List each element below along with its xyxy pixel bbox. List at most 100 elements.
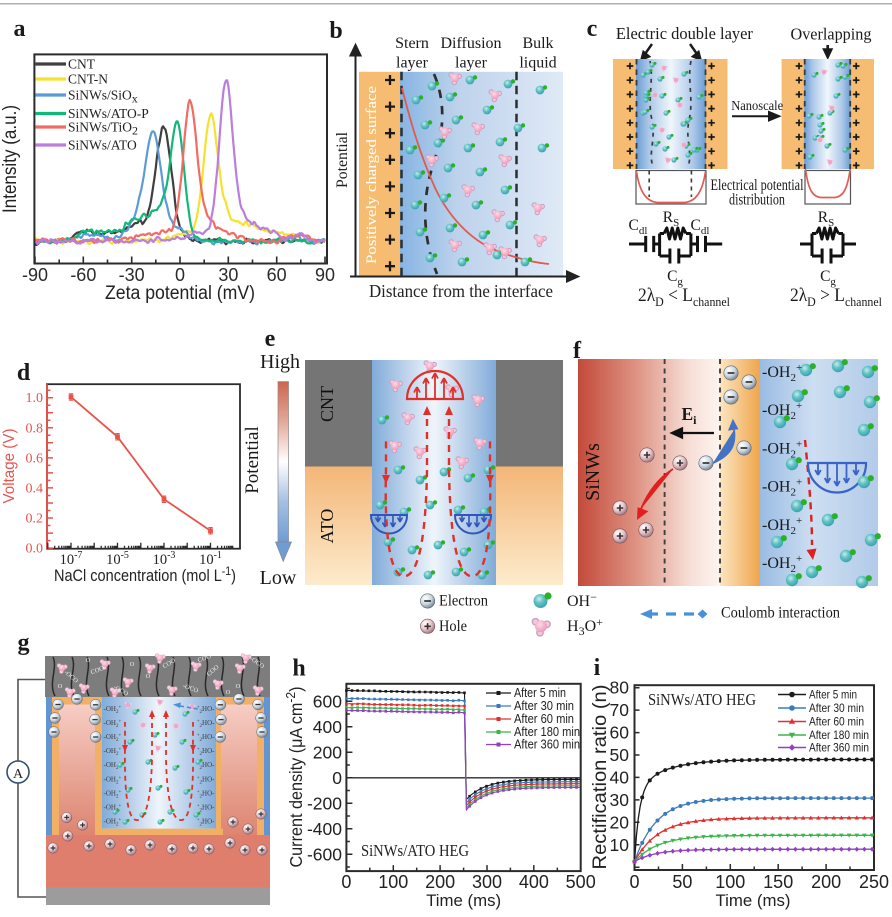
svg-text:Stern: Stern <box>395 35 429 52</box>
svg-text:80: 80 <box>610 678 630 698</box>
svg-text:-OH2+: -OH2+ <box>104 775 122 785</box>
svg-text:10: 10 <box>610 835 630 855</box>
svg-text:300: 300 <box>472 872 502 892</box>
svg-text:O: O <box>146 673 151 680</box>
svg-text:30: 30 <box>610 790 630 810</box>
svg-text:60: 60 <box>267 265 287 285</box>
svg-text:1.0: 1.0 <box>26 391 44 406</box>
svg-text:Voltage (V): Voltage (V) <box>1 429 18 504</box>
svg-text:-OH2+: -OH2+ <box>104 817 122 827</box>
svg-text:+2HO-: +2HO- <box>197 803 215 813</box>
svg-text:100: 100 <box>378 872 408 892</box>
svg-text:100: 100 <box>715 872 745 892</box>
svg-text:Distance from the interface: Distance from the interface <box>369 281 553 301</box>
svg-text:SiNWs/ATO HEG: SiNWs/ATO HEG <box>648 690 756 709</box>
svg-text:After 60 min: After 60 min <box>809 715 864 729</box>
svg-text:e: e <box>265 326 276 352</box>
svg-text:Low: Low <box>260 567 297 589</box>
svg-text:O: O <box>86 657 91 664</box>
svg-text:Electron: Electron <box>439 593 488 610</box>
svg-text:Potential: Potential <box>334 131 351 188</box>
svg-text:g: g <box>18 630 30 656</box>
svg-text:400: 400 <box>313 717 342 737</box>
svg-text:200: 200 <box>313 742 342 762</box>
svg-text:60: 60 <box>610 723 630 743</box>
svg-text:50: 50 <box>610 745 630 765</box>
svg-text:400: 400 <box>519 872 549 892</box>
svg-text:layer: layer <box>396 55 429 72</box>
svg-text:SiNWs/SiOx: SiNWs/SiOx <box>68 88 138 106</box>
svg-text:0.6: 0.6 <box>26 451 44 466</box>
svg-text:Zeta potential (mV): Zeta potential (mV) <box>105 283 255 304</box>
svg-text:0: 0 <box>341 872 351 892</box>
svg-text:90: 90 <box>315 265 335 285</box>
svg-text:Diffusion: Diffusion <box>440 35 501 52</box>
svg-text:Positively charged surface: Positively charged surface <box>364 86 380 264</box>
svg-text:CNT: CNT <box>317 386 337 422</box>
svg-text:H3O+: H3O+ <box>567 615 603 638</box>
svg-text:COO: COO <box>90 665 106 676</box>
svg-text:+2HO-: +2HO- <box>197 789 215 799</box>
svg-text:Intensity (a.u.): Intensity (a.u.) <box>0 105 21 213</box>
svg-text:layer: layer <box>455 55 488 72</box>
svg-text:70: 70 <box>610 700 630 720</box>
svg-text:CNT-N: CNT-N <box>68 72 108 87</box>
svg-text:distribution: distribution <box>729 192 785 209</box>
svg-text:i: i <box>594 655 601 681</box>
svg-text:Bulk: Bulk <box>522 35 553 52</box>
svg-text:600: 600 <box>313 691 342 711</box>
svg-text:-60: -60 <box>70 265 96 285</box>
svg-text:+2HO-: +2HO- <box>197 705 215 715</box>
svg-text:SiNWs/ATO HEG: SiNWs/ATO HEG <box>361 841 469 860</box>
svg-text:-OH2+: -OH2+ <box>104 705 122 715</box>
svg-text:c: c <box>587 16 598 42</box>
svg-text:d: d <box>17 360 31 386</box>
svg-text:After 5 min: After 5 min <box>514 686 566 700</box>
svg-text:COO: COO <box>197 653 213 664</box>
svg-text:+2HO-: +2HO- <box>197 775 215 785</box>
svg-text:0.8: 0.8 <box>26 421 44 436</box>
svg-text:500: 500 <box>566 872 596 892</box>
svg-text:Overlapping: Overlapping <box>791 24 872 43</box>
svg-text:SiNWs: SiNWs <box>582 443 604 501</box>
svg-text:CNT: CNT <box>68 57 96 72</box>
svg-text:+2HO-: +2HO- <box>197 719 215 729</box>
svg-text:200: 200 <box>425 872 455 892</box>
svg-text:A: A <box>13 767 24 782</box>
svg-text:0: 0 <box>629 872 639 892</box>
svg-text:+2HO-: +2HO- <box>197 733 215 743</box>
svg-text:ATO: ATO <box>317 509 337 544</box>
svg-text:250: 250 <box>859 872 889 892</box>
svg-text:Time (ms): Time (ms) <box>716 891 791 910</box>
svg-text:0.2: 0.2 <box>26 512 44 527</box>
svg-text:After 360 min: After 360 min <box>514 738 580 752</box>
svg-text:Nanoscale: Nanoscale <box>731 99 783 114</box>
svg-text:O: O <box>226 689 231 696</box>
svg-text:After 30 min: After 30 min <box>809 701 864 715</box>
svg-text:0: 0 <box>175 265 185 285</box>
svg-text:+2HO-: +2HO- <box>197 817 215 827</box>
svg-text:150: 150 <box>763 872 793 892</box>
svg-text:Rectification ratio (n): Rectification ratio (n) <box>590 685 611 870</box>
svg-text:O: O <box>236 683 241 690</box>
svg-text:NaCl concentration (mol L-1): NaCl concentration (mol L-1) <box>54 564 236 585</box>
svg-text:After 180 min: After 180 min <box>514 725 580 739</box>
svg-text:Electric double layer: Electric double layer <box>616 24 753 43</box>
svg-text:-OH2+: -OH2+ <box>104 747 122 757</box>
svg-text:-OH2+: -OH2+ <box>104 719 122 729</box>
svg-text:b: b <box>329 18 342 44</box>
svg-text:+2HO-: +2HO- <box>197 747 215 757</box>
svg-text:Current density (μA cm-2): Current density (μA cm-2) <box>283 687 306 868</box>
svg-text:liquid: liquid <box>519 55 556 72</box>
svg-text:-400: -400 <box>307 819 342 839</box>
svg-text:After 60 min: After 60 min <box>514 712 574 726</box>
svg-text:40: 40 <box>610 767 630 787</box>
svg-text:After 360 min: After 360 min <box>809 741 869 755</box>
svg-text:0.0: 0.0 <box>26 542 44 557</box>
svg-text:Potential: Potential <box>242 426 263 494</box>
svg-text:-90: -90 <box>22 265 48 285</box>
svg-text:a: a <box>14 16 26 42</box>
svg-text:20: 20 <box>610 812 630 832</box>
svg-text:0.4: 0.4 <box>26 481 44 496</box>
svg-text:Hole: Hole <box>439 618 467 635</box>
